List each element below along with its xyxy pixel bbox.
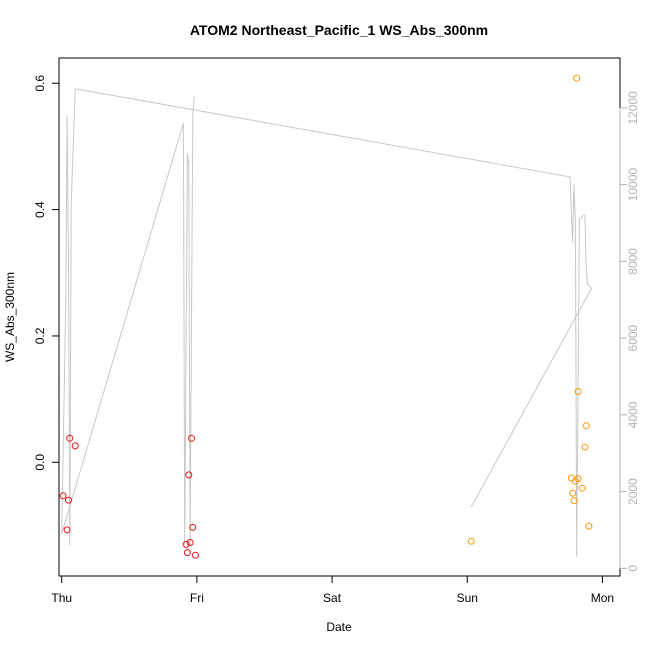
data-point-s2-9: [578, 484, 586, 492]
data-point-s1-12: [192, 551, 199, 559]
bottom-tick-label: Mon: [591, 591, 614, 605]
data-point-s1-3: [65, 496, 72, 504]
left-tick-label: 0.6: [33, 75, 47, 92]
data-point-s1-11: [189, 523, 197, 531]
data-point-s2-6: [573, 74, 581, 82]
left-tick-label: 0.2: [33, 327, 47, 344]
right-tick-label: 2000: [626, 478, 640, 505]
point-layer: [59, 74, 593, 559]
data-point-s1-9: [186, 539, 194, 546]
data-point-s1-4: [66, 434, 74, 442]
data-point-s2-12: [585, 522, 593, 530]
data-point-s1-7: [183, 549, 191, 557]
right-tick-label: 8000: [626, 248, 640, 275]
data-point-s1-2: [63, 526, 71, 534]
bottom-tick-label: Thu: [51, 591, 72, 605]
right-tick-label: 6000: [626, 324, 640, 351]
data-point-s1-6: [182, 540, 190, 548]
data-point-s2-7: [574, 388, 582, 395]
y-axis-left: 0.0 0.2 0.4 0.6: [33, 75, 60, 471]
bottom-tick-label: Sun: [457, 591, 478, 605]
data-point-s2-10: [581, 443, 589, 451]
altitude-line-2: [61, 88, 593, 557]
bottom-tick-label: Fri: [190, 591, 204, 605]
chart-title: ATOM2 Northeast_Pacific_1 WS_Abs_300nm: [190, 22, 488, 38]
right-tick-label: 12000: [626, 91, 640, 125]
data-point-s2-8: [574, 475, 582, 483]
y-axis-label: WS_Abs_300nm: [3, 272, 17, 362]
right-tick-label: 0: [626, 565, 640, 572]
right-tick-label: 4000: [626, 401, 640, 428]
bottom-tick-label: Sat: [323, 591, 342, 605]
y-axis-right: 0 2000 4000 6000 8000 10000 12000: [619, 91, 640, 572]
x-axis: Thu Fri Sat Sun Mon: [51, 575, 614, 605]
data-point-s1-5: [71, 442, 79, 450]
data-point-s1-8: [185, 471, 193, 479]
data-point-s1-1: [59, 492, 67, 500]
left-tick-label: 0.4: [33, 201, 47, 218]
data-point-s2-3: [569, 489, 577, 497]
x-axis-label: Date: [326, 620, 352, 634]
grey-line-layer: [61, 88, 593, 557]
data-point-s1-10: [188, 434, 195, 442]
data-point-s2-11: [582, 422, 590, 430]
altitude-line-1: [61, 96, 195, 546]
data-point-s2-2: [567, 474, 575, 482]
data-point-s2-4: [570, 497, 578, 505]
right-tick-label: 10000: [626, 168, 640, 202]
data-point-s2-1: [467, 537, 475, 545]
left-tick-label: 0.0: [33, 454, 47, 471]
